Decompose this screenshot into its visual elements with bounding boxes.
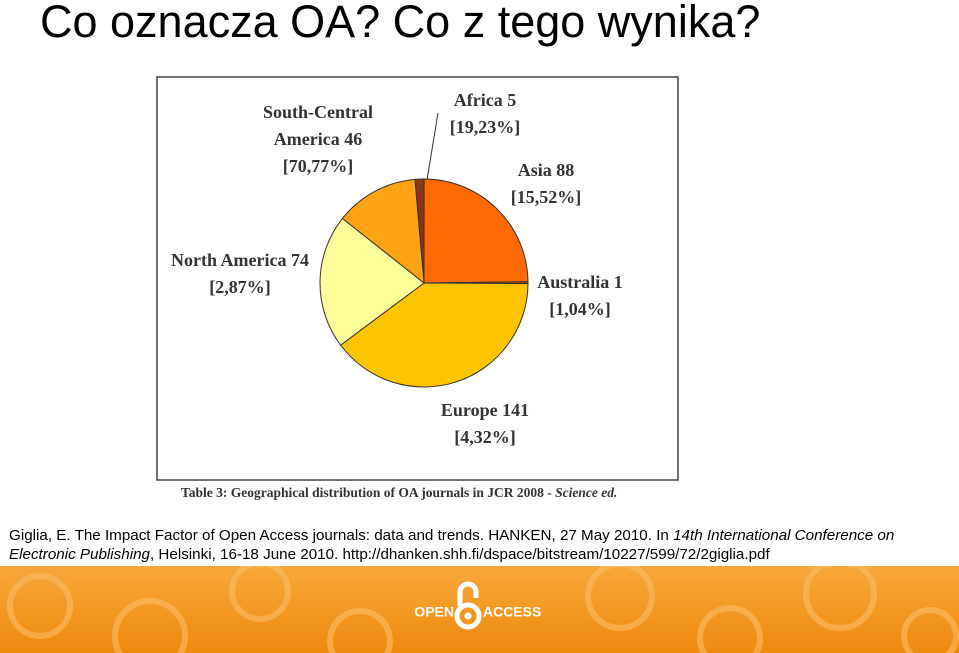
slice-label: South-Central America 46 [70,77%] bbox=[253, 99, 383, 180]
citation-text: , Helsinki, 16-18 June 2010. http://dhan… bbox=[149, 546, 770, 563]
logo-text: OPEN bbox=[414, 604, 454, 620]
chart-caption: Table 3: Geographical distribution of OA… bbox=[181, 485, 617, 501]
slice-label: Europe 141 [4,32%] bbox=[425, 397, 545, 451]
percent-label: [1,04%] bbox=[549, 299, 611, 319]
category-name: North America bbox=[171, 250, 287, 270]
pie-slice bbox=[423, 178, 529, 284]
citation-italic: 14th International Conference on Electro… bbox=[9, 527, 895, 563]
footer: OPEN ACCESS bbox=[0, 566, 959, 653]
caption-text: Table 3: Geographical distribution of OA… bbox=[181, 485, 556, 500]
value-label: 74 bbox=[290, 250, 309, 270]
category-name: Europe bbox=[440, 400, 498, 420]
slide-title: Co oznacza OA? Co z tego wynika? bbox=[40, 0, 761, 47]
chart bbox=[156, 76, 679, 481]
logo-text: ACCESS bbox=[483, 604, 541, 620]
percent-label: [4,32%] bbox=[454, 427, 516, 447]
percent-label: [70,77%] bbox=[282, 156, 354, 176]
value-label: 88 bbox=[556, 160, 575, 180]
category-name: Africa bbox=[453, 90, 503, 110]
percent-label: [19,23%] bbox=[449, 117, 521, 137]
value-label: 141 bbox=[502, 400, 530, 420]
chart-frame bbox=[156, 76, 679, 481]
citation-text: Giglia, E. The Impact Factor of Open Acc… bbox=[9, 527, 674, 544]
category-name: Asia bbox=[517, 160, 552, 180]
category-name: South-Central America bbox=[262, 102, 373, 149]
pie-slice bbox=[319, 217, 425, 346]
category-name: Australia bbox=[537, 272, 610, 292]
slice-label: Asia 88 [15,52%] bbox=[496, 157, 596, 211]
slice-label: North America 74 [2,87%] bbox=[160, 247, 320, 301]
slice-label: Africa 5 [19,23%] bbox=[435, 87, 535, 141]
chart-image: Table 3: Geographical distribution of OA… bbox=[148, 65, 698, 515]
leader-line bbox=[426, 112, 439, 181]
caption-italic: Science ed. bbox=[555, 485, 618, 500]
percent-label: [15,52%] bbox=[510, 187, 582, 207]
slice-label: Australia 1 [1,04%] bbox=[525, 269, 635, 323]
pie-slice bbox=[341, 178, 425, 285]
percent-label: [2,87%] bbox=[209, 277, 271, 297]
pie-slice bbox=[339, 282, 529, 388]
citation: Giglia, E. The Impact Factor of Open Acc… bbox=[9, 526, 954, 564]
value-label: 46 bbox=[344, 129, 363, 149]
value-label: 5 bbox=[507, 90, 517, 110]
value-label: 1 bbox=[613, 272, 623, 292]
